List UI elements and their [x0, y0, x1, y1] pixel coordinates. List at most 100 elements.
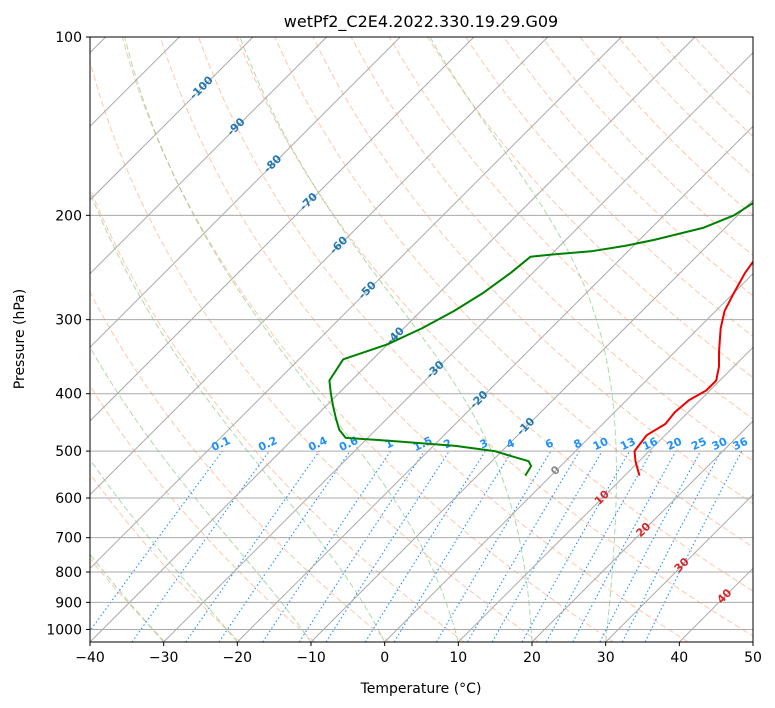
- mixing-ratio-line: [572, 450, 677, 642]
- isotherm-label: -50: [356, 278, 379, 301]
- mixing-ratio-line: [90, 450, 223, 632]
- y-tick-label: 700: [55, 531, 82, 547]
- x-tick-label: −40: [75, 650, 105, 666]
- y-tick-label: 1000: [46, 622, 82, 638]
- dry-adiabat-line: [350, 37, 753, 462]
- y-tick-label: 500: [55, 444, 82, 460]
- x-tick-label: 40: [670, 650, 688, 666]
- dry-adiabat-line: [388, 37, 753, 420]
- moist-adiabat-line: [239, 37, 533, 642]
- mixing-ratio-line: [364, 450, 486, 642]
- isotherm-line: [752, 641, 753, 642]
- mixing-ratio-label: 16: [640, 435, 660, 453]
- isotherm-line: [90, 37, 622, 570]
- moist-adiabat-line: [124, 37, 459, 642]
- axes: −40 −30 −20 −10 0 10 20 30 40 50 1000 900 800 700 600 5…: [46, 30, 762, 666]
- dry-adiabat-line: [503, 37, 753, 297]
- dry-adiabat-line: [541, 37, 753, 257]
- isotherm-label: -80: [261, 152, 284, 175]
- mixing-ratio-label: 13: [618, 435, 637, 453]
- dry-adiabat-line: [694, 37, 753, 98]
- dewpoint-trace: [328, 201, 753, 477]
- dry-adiabat-line: [159, 37, 689, 642]
- chart-title: wetPf2_C2E4.2022.330.19.29.G09: [284, 12, 558, 32]
- dry-adiabat-line: [90, 384, 316, 642]
- mixing-ratio-line: [218, 450, 351, 642]
- moist-adiabat-line: [429, 37, 617, 642]
- mixing-ratio-label: 36: [731, 435, 751, 453]
- isotherm-label: -60: [327, 233, 350, 256]
- y-tick-label: 400: [55, 387, 82, 403]
- mixing-ratio-label: 25: [689, 435, 708, 453]
- x-tick-label: 50: [744, 650, 762, 666]
- sounding-traces: [328, 201, 753, 477]
- dry-adiabat-line: [90, 557, 166, 642]
- reference-line-labels: 0.1 0.2 0.4 0.6 1 1.5 2 3 4 6 8 10 13 16 20 25 30 36-100-…: [187, 73, 750, 606]
- mixing-ratio-line: [644, 450, 743, 642]
- mixing-ratio-line: [621, 450, 722, 642]
- isotherm-label: 10: [592, 487, 612, 507]
- x-tick-label: 10: [449, 650, 467, 666]
- mixing-ratio-label: 10: [591, 435, 611, 453]
- dry-adiabat-line: [312, 37, 753, 505]
- dry-adiabat-line: [90, 186, 465, 642]
- y-tick-label: 300: [55, 313, 82, 329]
- mixing-ratio-line: [298, 450, 425, 642]
- moist-adiabat-line: [90, 553, 165, 642]
- moist-adiabat-line: [90, 190, 386, 642]
- dry-adiabat-line: [274, 37, 753, 548]
- moist-adiabat-line: [90, 458, 238, 642]
- y-tick-label: 800: [55, 565, 82, 581]
- isotherm-line: [384, 272, 753, 642]
- isotherm-line: [457, 346, 753, 642]
- mixing-ratio-line: [545, 450, 653, 642]
- x-tick-label: 20: [523, 650, 541, 666]
- isotherm-line: [310, 199, 753, 642]
- isotherm-line: [90, 37, 696, 642]
- y-tick-label: 200: [55, 208, 82, 224]
- plot-frame: [89, 36, 754, 643]
- mixing-ratio-label: 30: [710, 435, 730, 453]
- isotherm-line: [163, 51, 753, 642]
- mixing-ratio-line: [185, 450, 320, 642]
- mixing-ratio-label: 2: [442, 436, 454, 451]
- isotherm-label: -30: [424, 358, 447, 381]
- isotherm-line: [90, 37, 401, 349]
- isotherm-label: -90: [224, 115, 247, 138]
- x-tick-label: −10: [296, 650, 326, 666]
- mixing-ratio-line: [131, 450, 270, 642]
- dry-adiabat-line: [426, 37, 753, 378]
- x-tick-label: −20: [223, 650, 253, 666]
- mixing-ratio-line: [262, 450, 392, 642]
- isotherm-line: [90, 37, 549, 496]
- dry-adiabat-line: [465, 37, 753, 338]
- mixing-ratio-line: [599, 450, 701, 642]
- y-tick-label: 900: [55, 595, 82, 611]
- isotherm-line: [531, 420, 753, 642]
- isotherm-line: [90, 37, 328, 275]
- dry-adiabat-line: [236, 37, 753, 592]
- x-tick-label: 0: [380, 650, 389, 666]
- temperature-trace: [633, 260, 753, 476]
- isotherm-line: [90, 37, 475, 422]
- mixing-ratio-line: [325, 450, 450, 642]
- y-tick-label: 600: [55, 491, 82, 507]
- isotherm-line: [90, 37, 254, 201]
- dry-adiabat-line: [90, 59, 540, 642]
- isotherm-label: -20: [467, 388, 490, 411]
- x-tick-label: −30: [149, 650, 179, 666]
- mixing-ratio-label: 6: [543, 436, 556, 451]
- mixing-ratio-line: [393, 450, 513, 642]
- reference-lines: [90, 37, 753, 642]
- dry-adiabat-line: [90, 291, 390, 642]
- isotherm-line: [678, 567, 753, 642]
- mixing-ratio-label: 20: [665, 435, 685, 453]
- mixing-ratio-label: 1: [383, 436, 395, 451]
- moist-adiabat-line: [90, 346, 312, 642]
- y-axis-title: Pressure (hPa): [12, 289, 28, 389]
- isotherm-line: [605, 493, 753, 642]
- mixing-ratio-line: [467, 450, 580, 642]
- y-tick-label: 100: [55, 30, 82, 46]
- dry-adiabat-line: [90, 472, 241, 642]
